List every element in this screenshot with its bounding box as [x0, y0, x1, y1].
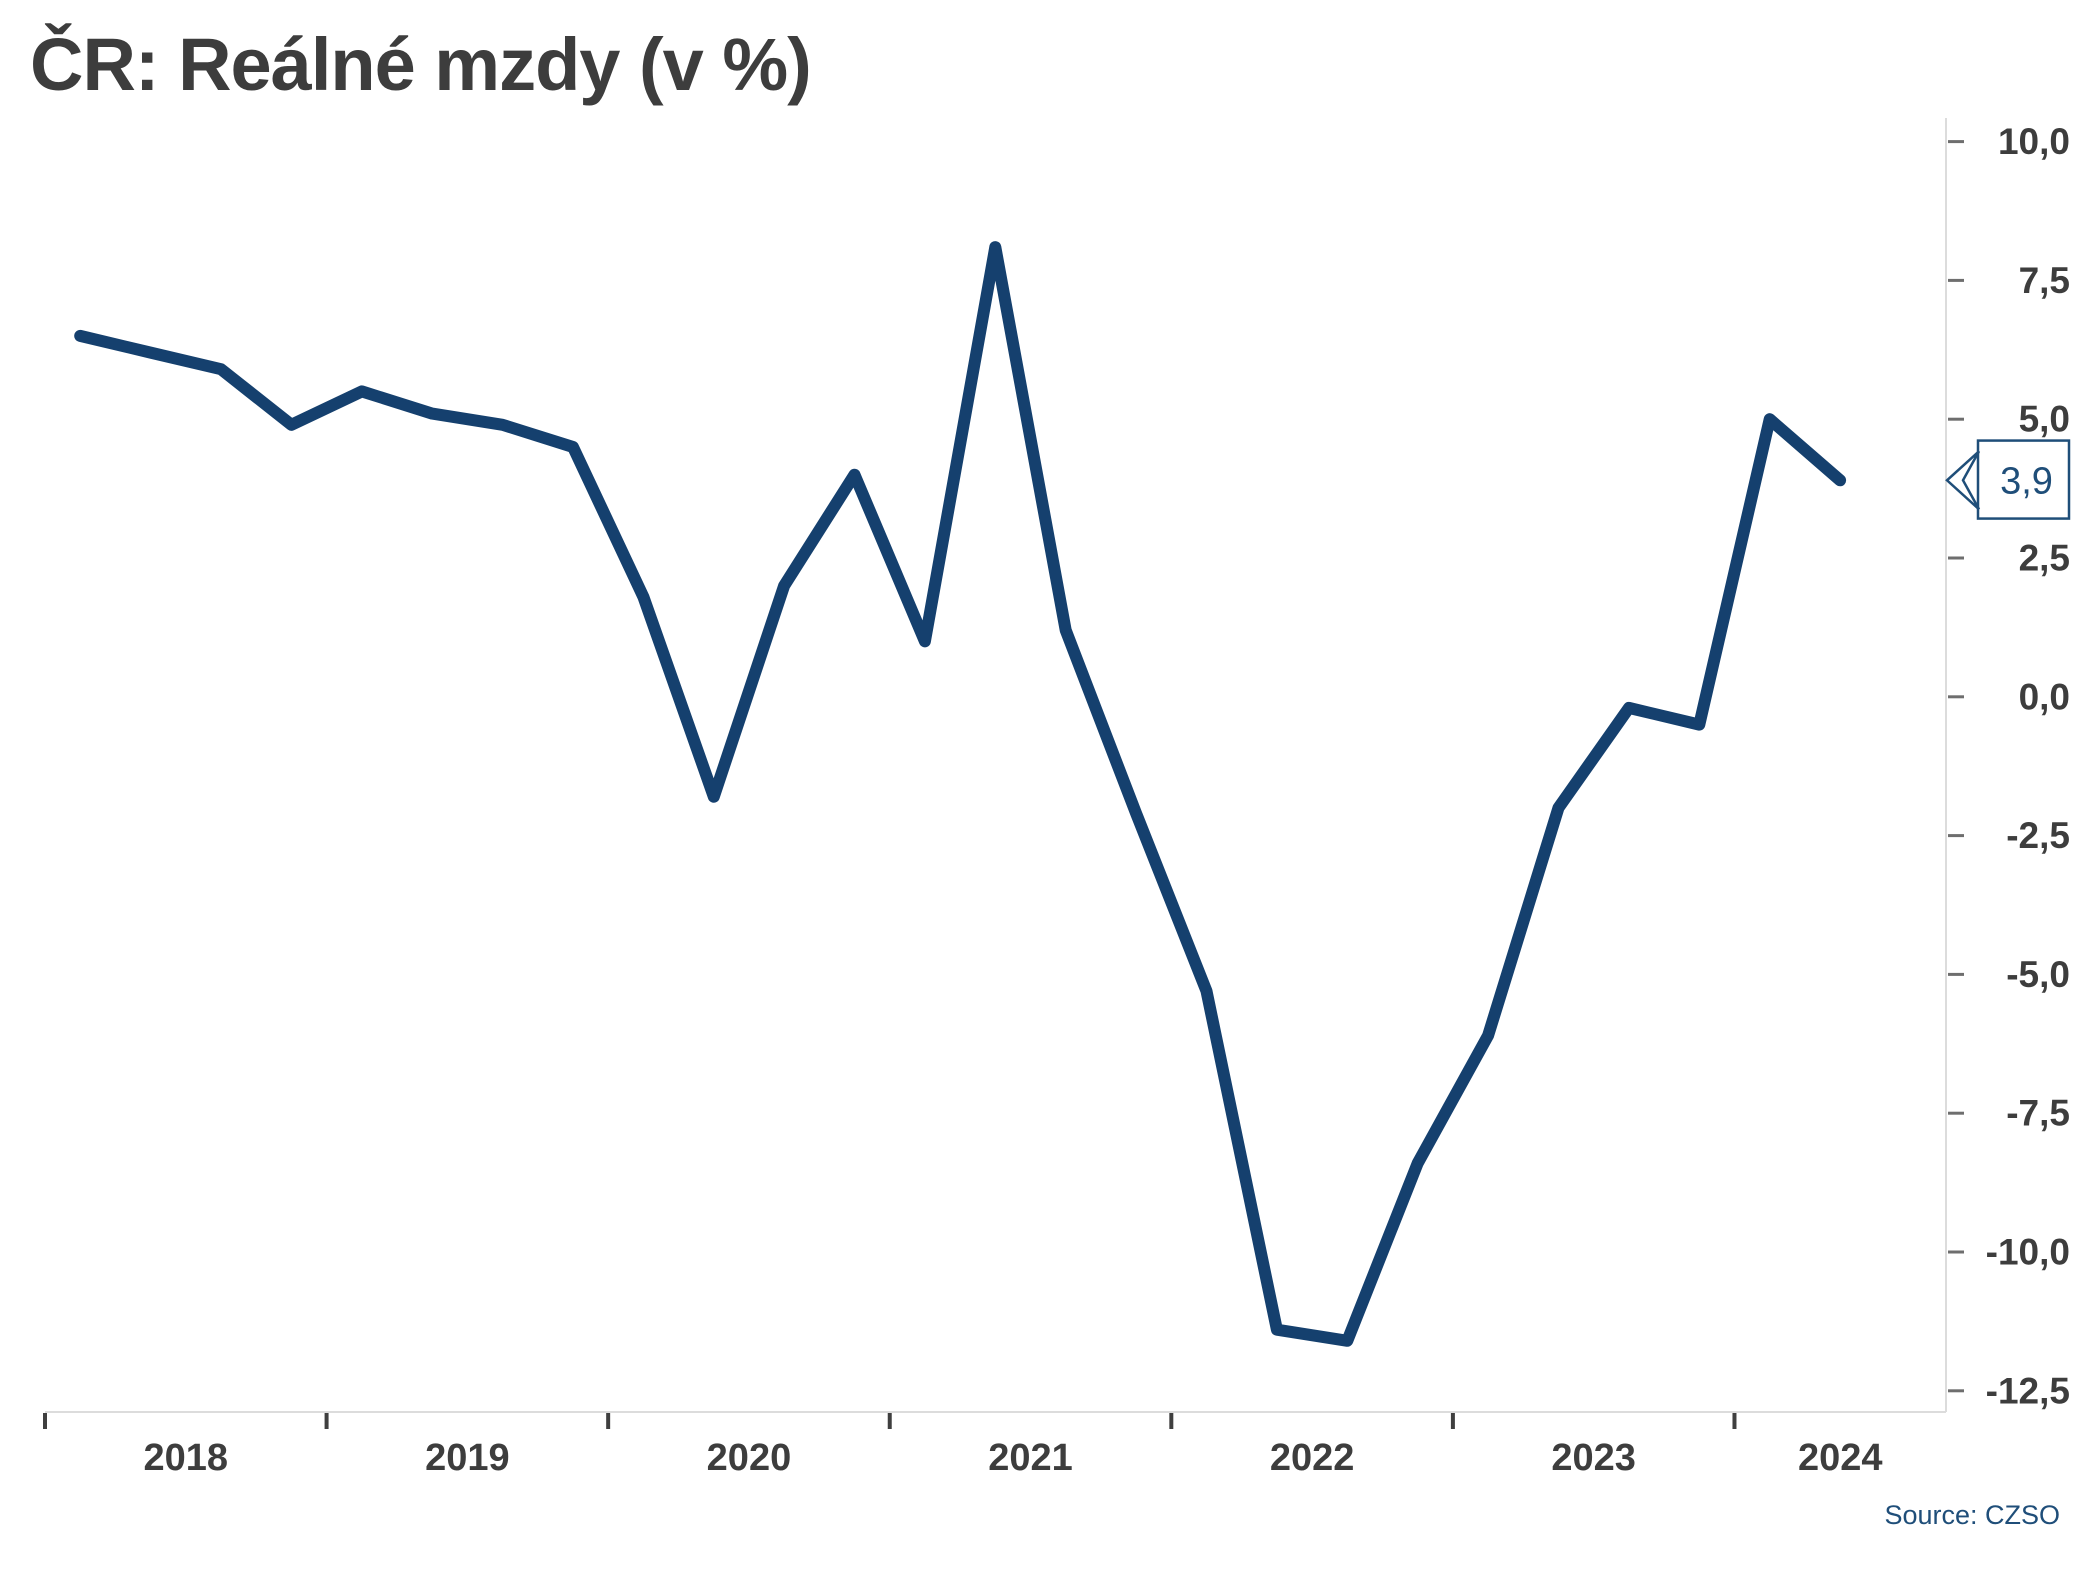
y-tick-label: -12,5	[1986, 1370, 2070, 1411]
x-tick-label: 2018	[144, 1437, 229, 1479]
callout-arrow-icon	[1945, 450, 1981, 511]
y-tick-label: 5,0	[2019, 399, 2070, 440]
source-credit: Source: CZSO	[1884, 1500, 2060, 1530]
x-tick-label: 2024	[1798, 1437, 1883, 1479]
chart-title: ČR: Reálné mzdy (v %)	[30, 23, 812, 106]
x-tick-label: 2019	[425, 1437, 510, 1479]
x-tick-label: 2023	[1551, 1437, 1636, 1479]
x-tick-label: 2021	[988, 1437, 1073, 1479]
y-tick-label: 2,5	[2019, 538, 2070, 579]
y-tick-label: -10,0	[1986, 1232, 2070, 1273]
y-tick-label: -5,0	[2006, 954, 2070, 995]
y-tick-label: 7,5	[2019, 260, 2070, 301]
callout-box	[1976, 439, 2071, 520]
x-tick-label: 2020	[707, 1437, 792, 1479]
y-tick-label: -2,5	[2006, 815, 2070, 856]
y-tick-label: 0,0	[2019, 676, 2070, 717]
y-tick-label: -7,5	[2006, 1093, 2070, 1134]
wages-series-line	[74, 241, 1847, 1347]
y-tick-label: 10,0	[1998, 121, 2070, 162]
callout-value-label: 3,9	[2000, 460, 2053, 502]
x-tick-label: 2022	[1270, 1437, 1355, 1479]
